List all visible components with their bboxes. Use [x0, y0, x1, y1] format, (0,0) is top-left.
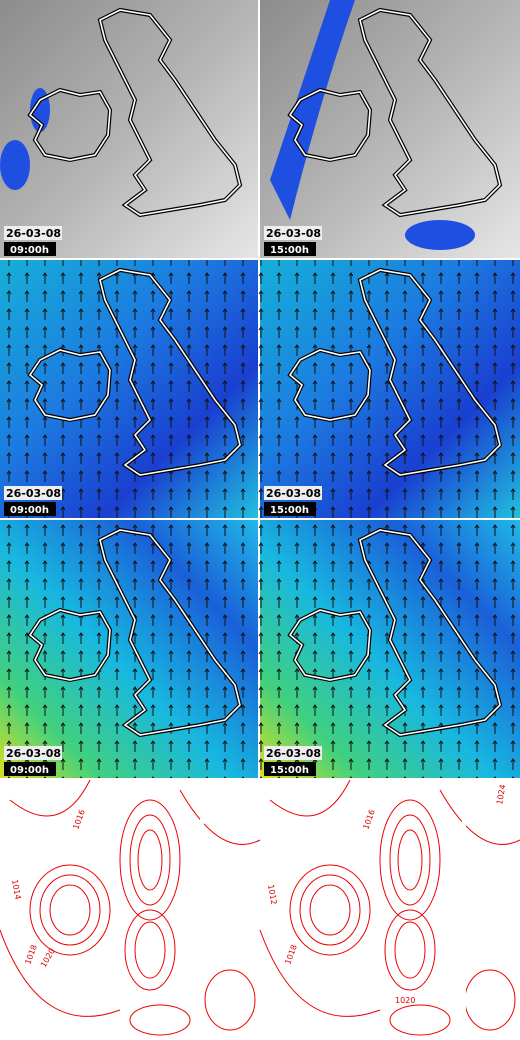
time-box	[4, 242, 56, 256]
row-cloud	[0, 0, 520, 258]
gap	[200, 780, 204, 1040]
row-wind-2	[0, 520, 520, 778]
date-box	[264, 226, 322, 240]
time-label: 15:00h	[270, 765, 309, 776]
contour-label: 1018	[23, 943, 38, 965]
time-box	[264, 242, 316, 256]
contour-label: 1020	[39, 947, 57, 969]
contour-label: 1024	[495, 784, 507, 806]
contour-label: 1016	[71, 808, 86, 830]
time-box	[264, 762, 316, 776]
date-label: 26-03-08	[266, 227, 321, 240]
time-label: 15:00h	[270, 245, 309, 256]
rain-area	[0, 140, 30, 190]
time-label: 09:00h	[10, 765, 49, 776]
row-wind-1	[0, 260, 520, 518]
time-box	[264, 502, 316, 516]
gap	[462, 780, 466, 1040]
wind-arrows	[0, 260, 520, 518]
date-box	[4, 226, 62, 240]
contour-label: 1018	[283, 943, 298, 965]
rain-area	[270, 0, 355, 220]
contour-label: 1012	[266, 884, 278, 906]
time-label: 15:00h	[270, 505, 309, 516]
wind-arrows	[0, 520, 520, 778]
date-label: 26-03-08	[6, 227, 61, 240]
rain-area	[405, 220, 475, 250]
date-label: 26-03-08	[6, 487, 61, 500]
date-label: 26-03-08	[266, 487, 321, 500]
time-label: 09:00h	[10, 245, 49, 256]
date-box	[4, 486, 62, 500]
contour-label: 1020	[395, 996, 415, 1005]
date-label: 26-03-08	[6, 747, 61, 760]
contour-label: 1016	[361, 808, 376, 830]
contour-label: 1014	[10, 879, 22, 901]
date-label: 26-03-08	[266, 747, 321, 760]
time-box	[4, 502, 56, 516]
row-pressure	[0, 779, 520, 1040]
date-box	[264, 486, 322, 500]
date-box	[4, 746, 62, 760]
date-box	[264, 746, 322, 760]
labels: 26-03-08 09:00h 26-03-08 15:00h 26-03-08 09:0…	[4, 226, 508, 1005]
time-box	[4, 762, 56, 776]
time-label: 09:00h	[10, 505, 49, 516]
